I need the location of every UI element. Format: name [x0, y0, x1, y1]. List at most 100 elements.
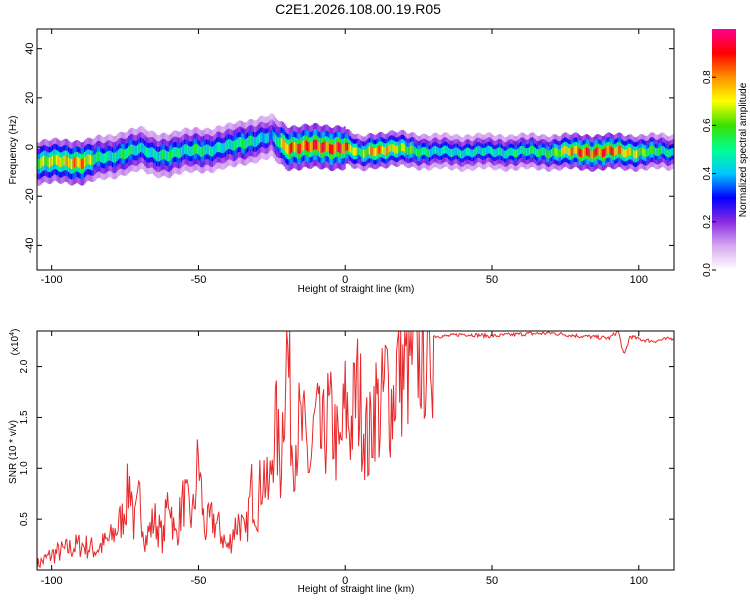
spectrogram-cell [436, 146, 439, 155]
spectrogram-cell [411, 145, 414, 154]
spectrogram-cell [39, 158, 42, 169]
spectrogram-cell [243, 139, 246, 150]
spectrogram-cell [434, 145, 437, 154]
spectrogram-cell [293, 141, 296, 152]
spectrogram-cell [207, 144, 210, 155]
spectrogram-cell [97, 151, 100, 162]
spectrogram-cell [637, 149, 640, 158]
spectrogram-cell [508, 148, 511, 157]
spectrogram-cell [492, 148, 494, 157]
snr-frame [36, 330, 675, 571]
spectrogram-cell [223, 142, 226, 153]
spectrogram-cell [91, 155, 94, 166]
spectrogram-cell [330, 144, 333, 155]
spectrogram-cell [59, 157, 61, 168]
spectrogram-cell [196, 144, 199, 155]
spectrogram-cell [621, 147, 624, 156]
spectrogram-cell [578, 148, 581, 157]
spectrogram-cell [211, 146, 214, 157]
spectrogram-cell [182, 145, 185, 156]
spectrogram-cell [241, 137, 243, 148]
spectrogram-cell [468, 148, 471, 157]
spectrogram-cell [105, 151, 108, 162]
snr-y-tick-label: 1.0 [19, 461, 30, 475]
spectrogram-cell [662, 145, 665, 154]
spectrogram-cell [446, 146, 449, 155]
spectrogram-cell [216, 142, 219, 153]
spectrogram-cell [367, 147, 370, 156]
spectrogram-cell [610, 147, 613, 156]
spectrogram-cell [380, 145, 383, 154]
spectrogram-cell [290, 142, 293, 153]
spectrogram-cell [326, 141, 329, 152]
spectrogram-cell [179, 148, 182, 158]
spectrogram-cell [336, 141, 339, 152]
spectrogram-cell [170, 149, 173, 160]
spectrogram-cell [233, 140, 236, 151]
snr-y-label: SNR (10 * v/v) [8, 420, 19, 484]
spectrogram-cell [376, 147, 379, 156]
spectrogram-cell [135, 145, 138, 156]
spectrogram-cell [390, 143, 393, 152]
spectrogram-cell [305, 140, 308, 151]
spectrogram-y-tick-label: 0 [24, 144, 36, 150]
snr-series-line [36, 330, 675, 570]
spectrogram-cell [301, 142, 304, 152]
spectrogram-cell [384, 147, 387, 156]
spectrogram-cell [132, 144, 135, 155]
spectrogram-cell [166, 151, 169, 161]
spectrogram-cell [258, 133, 261, 144]
spectrogram-cell [403, 144, 406, 153]
spectrogram-cell [285, 142, 288, 153]
spectrogram-cell [75, 156, 78, 167]
spectrogram-cell [217, 142, 220, 152]
spectrogram-y-tick-label: 20 [24, 92, 36, 104]
spectrogram-cell [199, 146, 202, 157]
spectrogram-cell [440, 147, 443, 156]
spectrogram-cell [226, 140, 229, 150]
snr-multiplier-close: ) [10, 329, 21, 332]
spectrogram-cell [580, 149, 583, 158]
spectrogram-cell [337, 142, 340, 153]
colorbar-tick-label: 0.0 [702, 263, 713, 277]
spectrogram-cell [566, 146, 569, 155]
spectrogram-cell [136, 145, 139, 155]
spectrogram-cell [565, 145, 568, 154]
spectrogram-cell [264, 133, 267, 144]
spectrogram-cell [351, 146, 354, 155]
spectrogram-cell [295, 142, 298, 153]
spectrogram-cell [572, 146, 575, 155]
spectrogram-cell [356, 146, 359, 155]
snr-multiplier-base: (x10 [10, 335, 21, 355]
spectrogram-cell [308, 142, 311, 153]
spectrogram-cell [553, 147, 556, 156]
spectrogram-cell [103, 153, 106, 164]
spectrogram-cell [277, 137, 280, 148]
spectrogram-cell [110, 151, 113, 162]
spectrogram-cell [318, 142, 321, 153]
spectrogram-cell [270, 129, 273, 140]
spectrogram-cell [597, 147, 600, 156]
spectrogram-cell [114, 152, 117, 163]
spectrogram-cell [563, 145, 566, 154]
spectrogram-cell [550, 149, 553, 157]
spectrogram-cell [644, 149, 647, 158]
spectrogram-cell [503, 150, 506, 159]
spectrogram-cell [70, 159, 73, 170]
spectrogram-cell [430, 148, 433, 157]
spectrogram-cell [418, 149, 421, 158]
spectrogram-cell [108, 150, 111, 161]
spectrogram-cell [361, 149, 364, 158]
spectrogram-cell [544, 148, 547, 157]
spectrogram-cell [511, 147, 514, 156]
spectrogram-cell [355, 147, 358, 156]
spectrogram-cell [230, 140, 233, 150]
spectrogram-cell [299, 143, 302, 154]
spectrogram-cell [248, 136, 251, 147]
spectrogram-cell [481, 148, 484, 156]
spectrogram-cell [260, 132, 263, 143]
spectrogram-cell [455, 147, 458, 156]
spectrogram-cell [585, 147, 588, 156]
spectrogram-cell [599, 148, 602, 157]
spectrogram-cell [100, 152, 103, 163]
